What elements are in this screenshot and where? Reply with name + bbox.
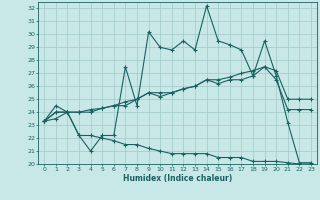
X-axis label: Humidex (Indice chaleur): Humidex (Indice chaleur) <box>123 174 232 183</box>
